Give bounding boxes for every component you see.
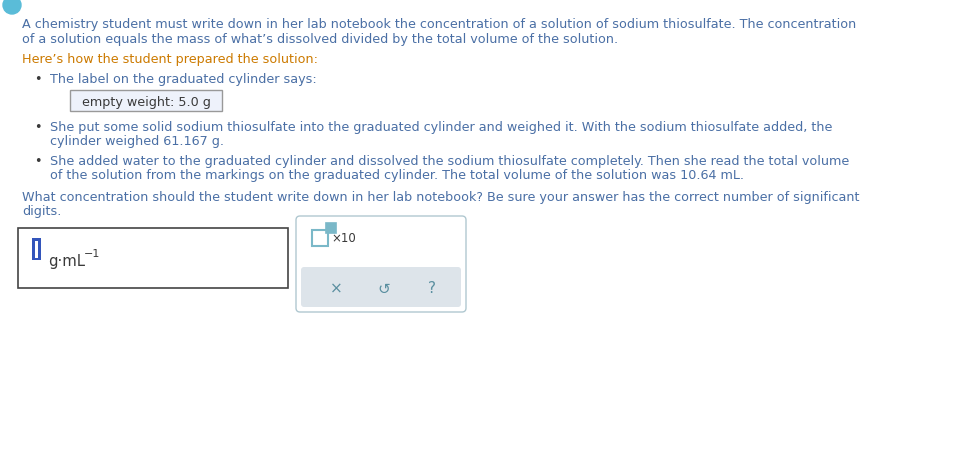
Text: •: •: [34, 73, 41, 86]
Text: of the solution from the markings on the graduated cylinder. The total volume of: of the solution from the markings on the…: [50, 169, 744, 182]
Text: She added water to the graduated cylinder and dissolved the sodium thiosulfate c: She added water to the graduated cylinde…: [50, 155, 849, 168]
Text: What concentration should the student write down in her lab notebook? Be sure yo: What concentration should the student wr…: [22, 190, 859, 204]
Circle shape: [3, 0, 21, 15]
Text: ?: ?: [428, 281, 436, 296]
Text: digits.: digits.: [22, 205, 61, 218]
FancyBboxPatch shape: [326, 224, 336, 234]
Text: ×: ×: [329, 281, 343, 296]
Text: She put some solid sodium thiosulfate into the graduated cylinder and weighed it: She put some solid sodium thiosulfate in…: [50, 121, 833, 134]
FancyBboxPatch shape: [312, 230, 328, 247]
Text: A chemistry student must write down in her lab notebook the concentration of a s: A chemistry student must write down in h…: [22, 18, 857, 31]
Text: Here’s how the student prepared the solution:: Here’s how the student prepared the solu…: [22, 53, 318, 66]
FancyBboxPatch shape: [296, 217, 466, 312]
Text: g·mL: g·mL: [48, 254, 85, 269]
FancyBboxPatch shape: [301, 268, 461, 307]
FancyBboxPatch shape: [32, 238, 35, 260]
FancyBboxPatch shape: [38, 238, 41, 260]
FancyBboxPatch shape: [32, 258, 41, 260]
Text: ↺: ↺: [378, 281, 390, 296]
Text: cylinder weighed 61.167 g.: cylinder weighed 61.167 g.: [50, 135, 224, 148]
Text: empty weight: 5.0 g: empty weight: 5.0 g: [81, 96, 211, 109]
Text: •: •: [34, 121, 41, 134]
Text: −1: −1: [84, 248, 100, 258]
FancyBboxPatch shape: [32, 238, 41, 241]
Text: of a solution equals the mass of what’s dissolved divided by the total volume of: of a solution equals the mass of what’s …: [22, 33, 618, 46]
FancyBboxPatch shape: [70, 91, 222, 112]
Text: ×10: ×10: [331, 232, 356, 245]
Text: •: •: [34, 155, 41, 168]
Text: The label on the graduated cylinder says:: The label on the graduated cylinder says…: [50, 73, 317, 86]
FancyBboxPatch shape: [18, 228, 288, 288]
